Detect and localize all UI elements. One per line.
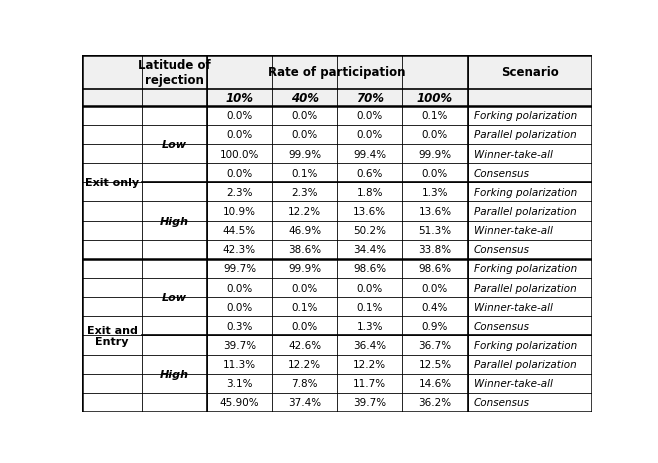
Text: 0.0%: 0.0% [357,130,383,140]
Text: High: High [160,369,189,379]
Text: 38.6%: 38.6% [288,245,321,255]
Text: 0.9%: 0.9% [422,321,448,331]
Text: 98.6%: 98.6% [418,264,451,274]
Text: 51.3%: 51.3% [418,225,451,236]
Text: 100%: 100% [417,92,453,105]
Text: Scenario: Scenario [501,66,559,79]
Text: 0.1%: 0.1% [357,302,383,312]
Text: 0.0%: 0.0% [422,283,448,293]
Text: Forking polarization: Forking polarization [474,264,577,274]
Text: 12.2%: 12.2% [353,359,386,369]
Text: 11.3%: 11.3% [223,359,256,369]
Text: Exit and
Entry: Exit and Entry [87,325,138,346]
Text: Parallel polarization: Parallel polarization [474,206,576,217]
Text: Forking polarization: Forking polarization [474,111,577,121]
Text: 2.3%: 2.3% [226,188,253,197]
Text: Low: Low [162,140,187,150]
Text: 0.0%: 0.0% [291,283,318,293]
Text: Consensus: Consensus [474,321,530,331]
Text: Winner-take-all: Winner-take-all [474,378,553,388]
Text: 1.8%: 1.8% [357,188,383,197]
Text: 46.9%: 46.9% [288,225,321,236]
Text: Winner-take-all: Winner-take-all [474,149,553,159]
Text: 99.7%: 99.7% [223,264,256,274]
Text: Consensus: Consensus [474,398,530,407]
Text: 10.9%: 10.9% [223,206,256,217]
Text: 99.9%: 99.9% [418,149,451,159]
Text: 0.0%: 0.0% [226,169,253,178]
Text: 0.0%: 0.0% [357,111,383,121]
Text: Exit only: Exit only [85,178,139,188]
Text: 1.3%: 1.3% [357,321,383,331]
Text: 98.6%: 98.6% [353,264,386,274]
Text: 11.7%: 11.7% [353,378,386,388]
Text: 33.8%: 33.8% [418,245,451,255]
Text: 0.0%: 0.0% [422,169,448,178]
Text: 0.0%: 0.0% [226,130,253,140]
Text: 3.1%: 3.1% [226,378,253,388]
Text: 0.0%: 0.0% [226,111,253,121]
Text: 2.3%: 2.3% [291,188,318,197]
Text: 13.6%: 13.6% [353,206,386,217]
Text: 12.2%: 12.2% [288,206,321,217]
Text: 37.4%: 37.4% [288,398,321,407]
Text: 99.9%: 99.9% [288,264,321,274]
Text: 0.1%: 0.1% [291,169,318,178]
Text: Forking polarization: Forking polarization [474,188,577,197]
Text: 36.2%: 36.2% [418,398,451,407]
Text: 10%: 10% [226,92,253,105]
Text: 1.3%: 1.3% [422,188,448,197]
Text: Parallel polarization: Parallel polarization [474,130,576,140]
Text: Parallel polarization: Parallel polarization [474,283,576,293]
Text: 0.1%: 0.1% [291,302,318,312]
Bar [82,89,592,106]
Text: 39.7%: 39.7% [223,340,256,350]
Text: 99.4%: 99.4% [353,149,386,159]
Text: 0.6%: 0.6% [357,169,383,178]
Text: 7.8%: 7.8% [291,378,318,388]
Bar [82,56,592,89]
Text: Winner-take-all: Winner-take-all [474,302,553,312]
Text: 44.5%: 44.5% [223,225,256,236]
Text: Parallel polarization: Parallel polarization [474,359,576,369]
Text: 0.0%: 0.0% [291,130,318,140]
Text: 0.0%: 0.0% [357,283,383,293]
Text: 36.4%: 36.4% [353,340,386,350]
Text: Rate of participation: Rate of participation [268,66,406,79]
Text: 0.1%: 0.1% [422,111,448,121]
Text: 0.0%: 0.0% [422,130,448,140]
Text: 14.6%: 14.6% [418,378,451,388]
Text: High: High [160,216,189,226]
Text: Consensus: Consensus [474,245,530,255]
Text: 50.2%: 50.2% [353,225,386,236]
Text: 34.4%: 34.4% [353,245,386,255]
Text: 0.0%: 0.0% [226,302,253,312]
Text: Consensus: Consensus [474,169,530,178]
Text: 0.3%: 0.3% [226,321,253,331]
Text: Forking polarization: Forking polarization [474,340,577,350]
Text: 13.6%: 13.6% [418,206,451,217]
Text: 12.2%: 12.2% [288,359,321,369]
Text: Latitude of
rejection: Latitude of rejection [138,58,211,87]
Text: 0.0%: 0.0% [291,321,318,331]
Text: Low: Low [162,293,187,302]
Text: 70%: 70% [356,92,384,105]
Text: 0.0%: 0.0% [291,111,318,121]
Text: 40%: 40% [291,92,318,105]
Text: 39.7%: 39.7% [353,398,386,407]
Text: 12.5%: 12.5% [418,359,451,369]
Text: 0.0%: 0.0% [226,283,253,293]
Text: 99.9%: 99.9% [288,149,321,159]
Text: 100.0%: 100.0% [220,149,259,159]
Text: 36.7%: 36.7% [418,340,451,350]
Text: 42.3%: 42.3% [223,245,256,255]
Text: 45.90%: 45.90% [220,398,259,407]
Text: 0.4%: 0.4% [422,302,448,312]
Text: Winner-take-all: Winner-take-all [474,225,553,236]
Text: 42.6%: 42.6% [288,340,321,350]
